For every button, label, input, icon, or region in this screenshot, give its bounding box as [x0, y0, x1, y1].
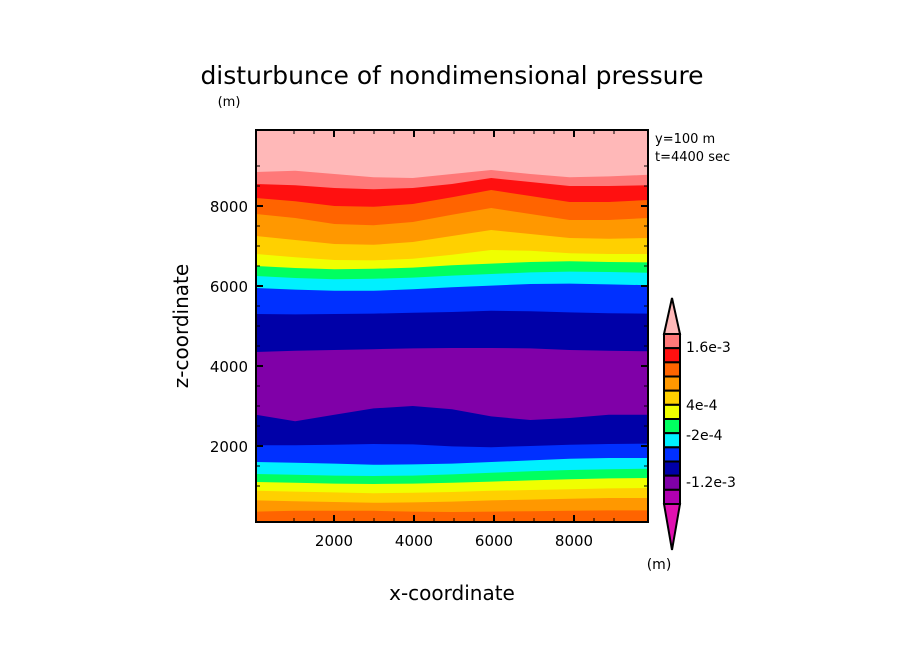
- colorbar-extend-min: [662, 503, 682, 551]
- colorbar-segment: [663, 375, 681, 392]
- y-tick-label: 4000: [210, 358, 248, 376]
- colorbar-segment: [663, 333, 681, 350]
- colorbar-segment: [663, 460, 681, 477]
- x-tick-label: 8000: [555, 532, 593, 550]
- colorbar-segment: [663, 432, 681, 449]
- colorbar-label: 1.6e-3: [686, 340, 731, 356]
- colorbar-label: -1.2e-3: [686, 475, 736, 491]
- y-tick-label: 8000: [210, 198, 248, 216]
- colorbar-segment: [663, 403, 681, 421]
- x-tick-label: 4000: [395, 532, 433, 550]
- x-tick-label: 2000: [315, 532, 353, 550]
- x-axis-label: x-coordinate: [389, 581, 515, 605]
- contour-bands: [256, 130, 648, 522]
- x-tick-label: 6000: [475, 532, 513, 550]
- colorbar-segment: [663, 488, 681, 506]
- colorbar-label: 4e-4: [686, 398, 718, 414]
- colorbar-segment: [663, 361, 681, 378]
- y-tick-label: 6000: [210, 278, 248, 296]
- y-tick-label: 2000: [210, 438, 248, 456]
- y-axis-label: z-coordinate: [169, 264, 193, 388]
- title-unit: (m): [218, 95, 241, 110]
- colorbar-segment: [663, 347, 681, 364]
- colorbar-segment: [663, 474, 681, 491]
- colorbar-label: -2e-4: [686, 428, 723, 444]
- colorbar-unit: (m): [647, 557, 672, 573]
- colorbar-segment: [663, 446, 681, 463]
- colorbar-segment: [663, 389, 681, 406]
- colorbar-extend-max: [662, 297, 682, 335]
- colorbar-labels: 1.6e-3 4e-4 -2e-4 -1.2e-3: [686, 340, 736, 491]
- annotation-t: t=4400 sec: [655, 150, 730, 165]
- plot-frame: [255, 129, 649, 523]
- chart-title: disturbunce of nondimensional pressure: [200, 61, 703, 90]
- annotation-y: y=100 m: [655, 132, 715, 147]
- colorbar: [662, 297, 682, 551]
- y-tick-labels: 2000 4000 6000 8000: [210, 198, 248, 456]
- contour-band: [256, 130, 648, 178]
- x-tick-labels: 2000 4000 6000 8000: [315, 532, 593, 550]
- colorbar-segment: [663, 418, 681, 435]
